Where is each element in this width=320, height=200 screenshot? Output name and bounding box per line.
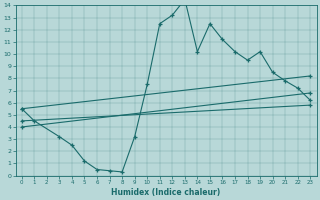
X-axis label: Humidex (Indice chaleur): Humidex (Indice chaleur) — [111, 188, 221, 197]
